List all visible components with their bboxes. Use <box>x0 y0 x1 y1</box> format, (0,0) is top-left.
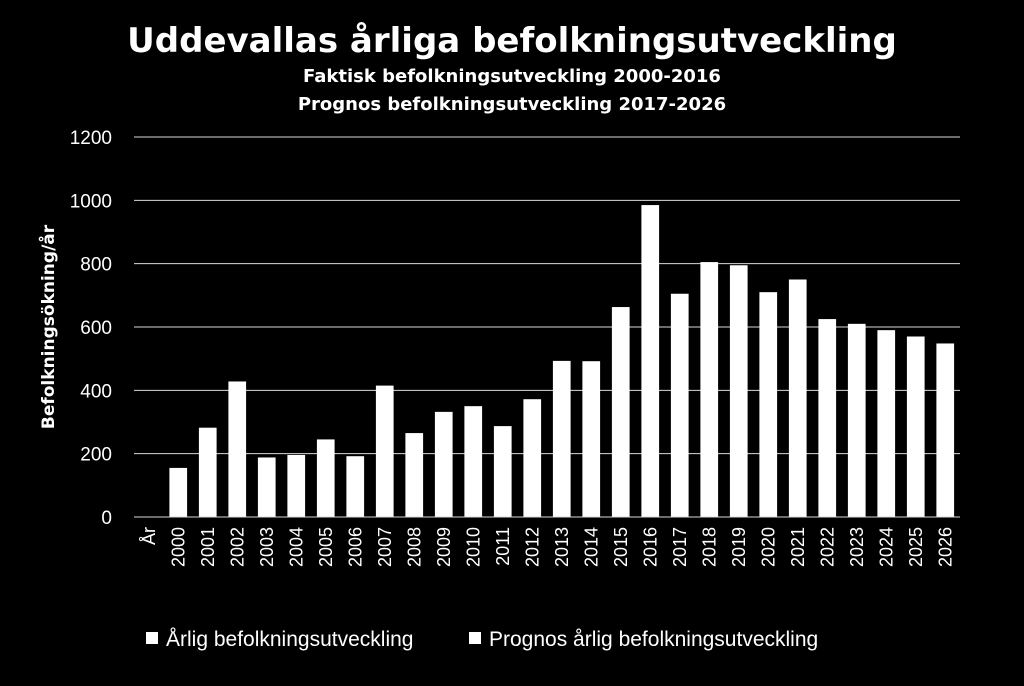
y-axis-ticks: 0 200 400 600 800 1000 1200 <box>70 128 112 529</box>
x-tick-label-2005: 2005 <box>316 527 336 567</box>
y-tick-label-1000: 1000 <box>70 191 112 212</box>
legend-label-forecast: Prognos årlig befolkningsutveckling <box>489 628 818 651</box>
x-tick-label-2020: 2020 <box>758 527 778 567</box>
x-tick-label-2024: 2024 <box>876 527 896 567</box>
chart-title: Uddevallas årliga befolkningsutveckling <box>127 21 897 61</box>
x-tick-label-2022: 2022 <box>817 527 837 567</box>
x-tick-label-2000: 2000 <box>168 527 188 567</box>
legend: Årlig befolkningsutveckling Prognos årlig… <box>146 628 818 651</box>
x-tick-label-2026: 2026 <box>935 527 955 567</box>
bar-forecast-2017 <box>670 293 689 517</box>
x-axis-ticks: År 2000 2001 2002 2003 2004 2005 2006 2007 2008 20… <box>139 527 956 567</box>
y-tick-label-600: 600 <box>80 318 112 339</box>
chart-subtitle-line-1: Faktisk befolkningsutveckling 2000-2016 <box>303 66 721 87</box>
bar-actual-2008 <box>405 433 424 517</box>
y-tick-label-200: 200 <box>80 445 112 466</box>
x-tick-label-2002: 2002 <box>227 527 247 567</box>
bar-actual-2010 <box>464 406 483 517</box>
x-tick-label-2004: 2004 <box>286 527 306 567</box>
bars <box>169 205 955 518</box>
bar-forecast-2024 <box>877 330 896 517</box>
x-tick-label-2015: 2015 <box>611 527 631 567</box>
x-tick-label-2021: 2021 <box>788 527 808 567</box>
x-tick-label-2023: 2023 <box>847 527 867 567</box>
chart-subtitle-line-2: Prognos befolkningsutveckling 2017-2026 <box>298 94 726 115</box>
bar-actual-2011 <box>493 426 512 517</box>
bar-forecast-2026 <box>936 343 955 517</box>
x-tick-label-2003: 2003 <box>257 527 277 567</box>
legend-swatch-actual <box>146 632 158 644</box>
legend-label-actual: Årlig befolkningsutveckling <box>166 628 413 651</box>
x-tick-label-2019: 2019 <box>729 527 749 567</box>
bar-actual-2000 <box>169 467 188 517</box>
bar-actual-2006 <box>346 456 365 517</box>
bar-actual-2003 <box>257 457 276 517</box>
bar-forecast-2025 <box>906 336 925 517</box>
x-tick-label-2016: 2016 <box>640 527 660 567</box>
legend-swatch-forecast <box>469 632 481 644</box>
y-tick-label-0: 0 <box>101 508 112 529</box>
y-axis-label: Befolkningsökning/år <box>37 224 59 429</box>
bar-actual-2001 <box>198 427 217 517</box>
x-tick-label-2025: 2025 <box>906 527 926 567</box>
bar-forecast-2018 <box>700 262 719 517</box>
y-tick-label-400: 400 <box>80 381 112 402</box>
bar-actual-2005 <box>316 439 335 517</box>
bar-actual-2013 <box>552 360 571 517</box>
y-tick-label-1200: 1200 <box>70 128 112 149</box>
x-axis-label: År <box>139 527 159 545</box>
bar-actual-2007 <box>375 385 394 517</box>
x-tick-label-2007: 2007 <box>375 527 395 567</box>
x-tick-label-2012: 2012 <box>522 527 542 567</box>
bar-forecast-2021 <box>788 279 807 517</box>
bar-forecast-2019 <box>729 265 748 517</box>
bar-forecast-2023 <box>847 323 866 517</box>
x-tick-label-2001: 2001 <box>198 527 218 567</box>
x-tick-label-2018: 2018 <box>699 527 719 567</box>
x-tick-label-2011: 2011 <box>493 527 513 566</box>
x-tick-label-2017: 2017 <box>670 527 690 567</box>
bar-actual-2009 <box>434 411 453 517</box>
x-tick-label-2006: 2006 <box>345 527 365 567</box>
x-tick-label-2009: 2009 <box>434 527 454 567</box>
y-tick-label-800: 800 <box>80 255 112 276</box>
bar-forecast-2022 <box>818 319 837 517</box>
x-tick-label-2008: 2008 <box>404 527 424 567</box>
x-tick-label-2010: 2010 <box>463 527 483 567</box>
x-tick-label-2014: 2014 <box>581 527 601 567</box>
bar-actual-2016 <box>641 205 660 518</box>
bar-actual-2002 <box>228 381 247 517</box>
bar-actual-2014 <box>582 361 601 517</box>
bar-actual-2015 <box>611 307 630 517</box>
bar-actual-2004 <box>287 454 306 517</box>
x-tick-label-2013: 2013 <box>552 527 572 567</box>
bar-actual-2012 <box>523 399 542 517</box>
bar-forecast-2020 <box>759 292 778 517</box>
